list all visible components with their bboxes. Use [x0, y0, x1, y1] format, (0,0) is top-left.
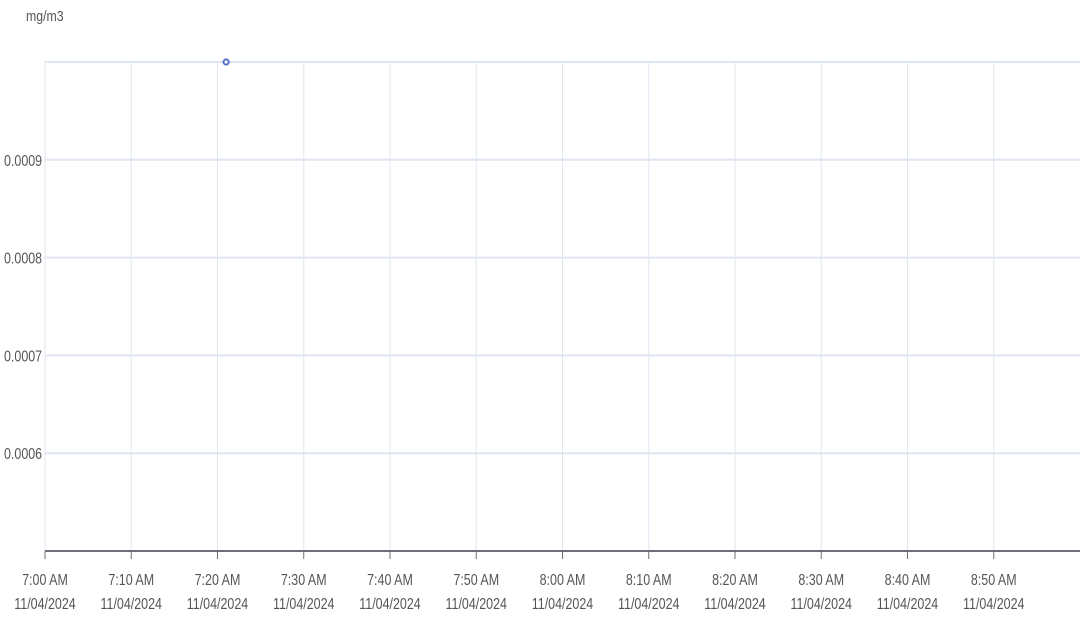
- x-tick-date: 11/04/2024: [877, 596, 938, 614]
- y-tick-label-2: 0.0007: [4, 348, 42, 366]
- x-tick-time: 7:20 AM: [195, 572, 241, 590]
- y-tick-label-1: 0.0008: [4, 250, 42, 268]
- x-tick-date: 11/04/2024: [963, 596, 1024, 614]
- x-tick-label-8: 8:20 AM 11/04/2024: [704, 572, 765, 614]
- x-tick-label-3: 7:30 AM 11/04/2024: [273, 572, 334, 614]
- x-tick-date: 11/04/2024: [359, 596, 420, 614]
- x-tick-label-5: 7:50 AM 11/04/2024: [446, 572, 507, 614]
- x-tick-label-1: 7:10 AM 11/04/2024: [101, 572, 162, 614]
- x-tick-time: 7:10 AM: [108, 572, 154, 590]
- x-tick-time: 7:30 AM: [281, 572, 327, 590]
- x-tick-label-7: 8:10 AM 11/04/2024: [618, 572, 679, 614]
- x-tick-time: 8:20 AM: [712, 572, 758, 590]
- x-tick-label-6: 8:00 AM 11/04/2024: [532, 572, 593, 614]
- x-tick-date: 11/04/2024: [101, 596, 162, 614]
- x-tick-time: 8:30 AM: [798, 572, 844, 590]
- data-points[interactable]: [222, 58, 230, 66]
- x-tick-time: 7:40 AM: [367, 572, 413, 590]
- x-tick-time: 8:40 AM: [885, 572, 931, 590]
- x-tick-date: 11/04/2024: [187, 596, 248, 614]
- x-tick-date: 11/04/2024: [446, 596, 507, 614]
- x-tick-date: 11/04/2024: [273, 596, 334, 614]
- x-tick-date: 11/04/2024: [704, 596, 765, 614]
- x-tick-date: 11/04/2024: [791, 596, 852, 614]
- x-tick-date: 11/04/2024: [532, 596, 593, 614]
- x-tick-time: 8:10 AM: [626, 572, 672, 590]
- vertical-gridlines: [44, 62, 995, 559]
- x-tick-date: 11/04/2024: [14, 596, 75, 614]
- y-tick-label-0: 0.0009: [4, 152, 42, 170]
- x-tick-date: 11/04/2024: [618, 596, 679, 614]
- x-tick-time: 7:00 AM: [22, 572, 68, 590]
- x-tick-label-0: 7:00 AM 11/04/2024: [14, 572, 75, 614]
- y-axis-unit-label: mg/m3: [26, 8, 64, 25]
- x-tick-label-11: 8:50 AM 11/04/2024: [963, 572, 1024, 614]
- x-tick-time: 8:50 AM: [971, 572, 1017, 590]
- y-tick-label-3: 0.0006: [4, 446, 42, 464]
- x-tick-label-2: 7:20 AM 11/04/2024: [187, 572, 248, 614]
- x-tick-label-10: 8:40 AM 11/04/2024: [877, 572, 938, 614]
- x-tick-label-9: 8:30 AM 11/04/2024: [791, 572, 852, 614]
- x-tick-time: 8:00 AM: [540, 572, 586, 590]
- x-tick-time: 7:50 AM: [453, 572, 499, 590]
- y-axis-tick-labels: 0.0009 0.0008 0.0007 0.0006: [4, 152, 42, 463]
- data-point-0[interactable]: [222, 58, 230, 66]
- x-tick-label-4: 7:40 AM 11/04/2024: [359, 572, 420, 614]
